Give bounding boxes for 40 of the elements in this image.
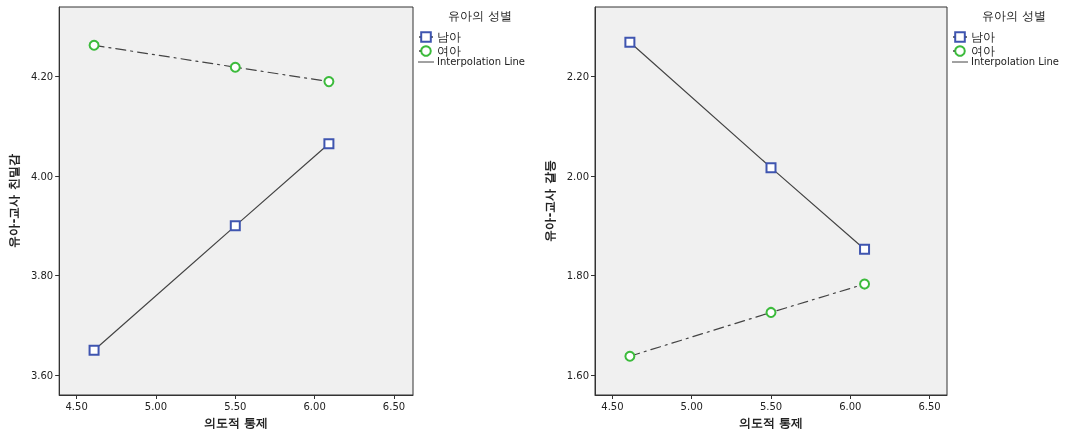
x-axis-title: 의도적 통제 xyxy=(738,416,804,430)
point xyxy=(229,61,241,73)
y-tick-label: 3.60 xyxy=(30,369,54,381)
y-tick-label: 2.20 xyxy=(566,71,589,83)
point xyxy=(88,39,100,51)
x-tick-label: 6.50 xyxy=(382,400,406,412)
legend-label: 여아 xyxy=(971,44,995,58)
y-tick-label: 4.00 xyxy=(30,170,54,182)
point xyxy=(765,306,777,318)
point xyxy=(323,76,335,88)
y-tick-label: 1.80 xyxy=(566,270,589,282)
x-tick-label: 6.00 xyxy=(839,400,862,412)
point xyxy=(859,243,871,255)
x-tick-label: 5.00 xyxy=(680,400,703,412)
y-tick-label: 4.20 xyxy=(30,71,54,83)
point xyxy=(624,36,636,48)
y-tick-label: 2.00 xyxy=(566,170,589,182)
x-tick-label: 5.00 xyxy=(144,400,168,412)
legend-title: 유아의 성별 xyxy=(982,9,1046,23)
x-tick-label: 5.50 xyxy=(224,400,247,412)
x-axis-title: 의도적 통제 xyxy=(203,416,269,430)
legend-label: 남아 xyxy=(437,30,461,44)
x-tick-label: 6.00 xyxy=(303,400,326,412)
x-tick-label: 4.50 xyxy=(601,400,624,412)
point xyxy=(88,344,100,356)
point xyxy=(323,138,335,150)
x-tick-label: 6.50 xyxy=(918,400,941,412)
point xyxy=(229,220,241,232)
y-tick-label: 3.80 xyxy=(30,270,54,282)
y-axis-title: 유아-교사 친밀감 xyxy=(7,154,21,248)
point xyxy=(765,162,777,174)
legend-label: 남아 xyxy=(971,30,995,44)
point xyxy=(624,350,636,362)
y-axis-title: 유아-교사 갈등 xyxy=(542,160,557,242)
legend-label: 여아 xyxy=(437,44,461,58)
x-tick-label: 4.50 xyxy=(65,400,88,412)
point xyxy=(859,278,871,290)
y-tick-label: 1.60 xyxy=(566,369,589,381)
legend-title: 유아의 성별 xyxy=(448,9,512,23)
x-tick-label: 5.50 xyxy=(759,400,783,412)
